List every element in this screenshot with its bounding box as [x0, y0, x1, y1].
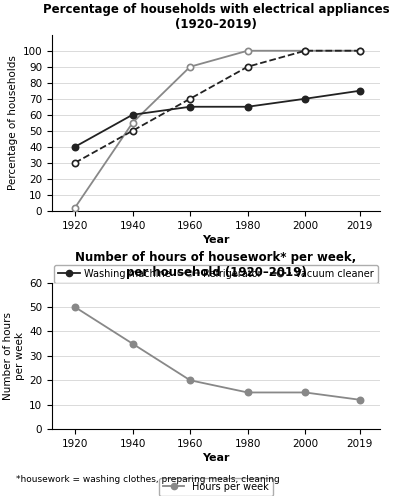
Title: Percentage of households with electrical appliances
(1920–2019): Percentage of households with electrical…	[43, 3, 389, 31]
Title: Number of hours of housework* per week,
per household (1920–2019): Number of hours of housework* per week, …	[75, 251, 357, 279]
Legend: Hours per week: Hours per week	[159, 478, 273, 496]
Text: *housework = washing clothes, preparing meals, cleaning: *housework = washing clothes, preparing …	[16, 475, 280, 484]
X-axis label: Year: Year	[202, 235, 230, 245]
Y-axis label: Percentage of households: Percentage of households	[8, 56, 18, 190]
X-axis label: Year: Year	[202, 453, 230, 463]
Y-axis label: Number of hours
per week: Number of hours per week	[3, 312, 25, 400]
Legend: Washing machine, Refrigerator, Vacuum cleaner: Washing machine, Refrigerator, Vacuum cl…	[54, 265, 378, 283]
